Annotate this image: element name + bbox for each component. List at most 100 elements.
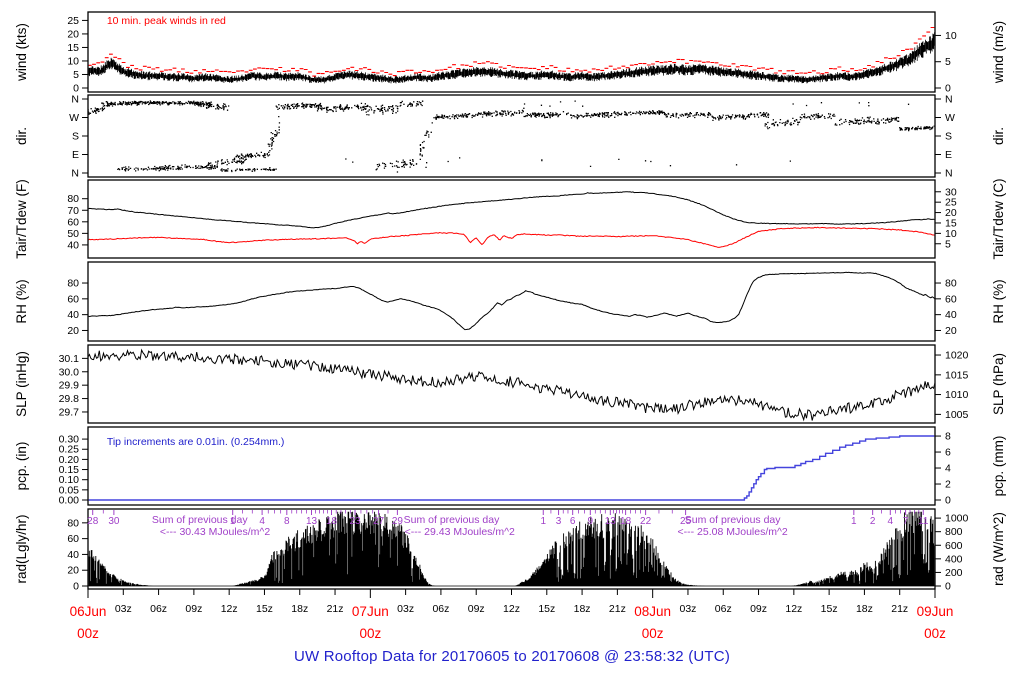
- svg-text:18: 18: [620, 516, 632, 527]
- svg-text:800: 800: [945, 526, 963, 538]
- svg-text:S: S: [72, 131, 79, 143]
- svg-text:4: 4: [888, 516, 894, 527]
- svg-text:wind (m/s): wind (m/s): [991, 21, 1006, 84]
- svg-text:60: 60: [67, 293, 79, 305]
- svg-text:4: 4: [259, 516, 265, 527]
- svg-text:09z: 09z: [185, 603, 202, 615]
- svg-text:40: 40: [945, 309, 957, 321]
- plot-title: UW Rooftop Data for 20170605 to 20170608…: [293, 648, 731, 665]
- svg-text:29: 29: [392, 516, 404, 527]
- svg-text:80: 80: [67, 278, 79, 290]
- svg-text:0.00: 0.00: [59, 495, 80, 507]
- svg-text:12z: 12z: [503, 603, 520, 615]
- svg-text:1: 1: [230, 516, 236, 527]
- svg-text:09z: 09z: [468, 603, 485, 615]
- svg-text:20: 20: [67, 325, 79, 337]
- svg-text:15: 15: [67, 42, 79, 54]
- svg-text:8: 8: [284, 516, 290, 527]
- svg-text:28: 28: [87, 516, 99, 527]
- svg-text:07Jun: 07Jun: [352, 604, 389, 619]
- svg-text:21z: 21z: [609, 603, 626, 615]
- svg-text:SLP (hPa): SLP (hPa): [991, 353, 1006, 415]
- svg-text:3: 3: [556, 516, 562, 527]
- svg-text:29.8: 29.8: [59, 393, 80, 405]
- svg-text:dir.: dir.: [991, 127, 1006, 145]
- svg-text:rad (W/m^2): rad (W/m^2): [991, 512, 1006, 586]
- svg-text:1: 1: [851, 516, 857, 527]
- svg-text:rad(Lgly/hr): rad(Lgly/hr): [14, 514, 29, 583]
- svg-text:wind (kts): wind (kts): [14, 23, 29, 82]
- svg-text:Tair/Tdew (C): Tair/Tdew (C): [991, 178, 1006, 259]
- svg-text:20: 20: [945, 325, 957, 337]
- svg-text:<--- 30.43 MJoules/m^2: <--- 30.43 MJoules/m^2: [160, 526, 270, 538]
- svg-text:W: W: [69, 112, 79, 124]
- dir-series: [88, 100, 935, 173]
- svg-text:00z: 00z: [359, 626, 381, 641]
- svg-text:23: 23: [349, 516, 361, 527]
- svg-text:30: 30: [108, 516, 120, 527]
- svg-text:0: 0: [945, 495, 951, 507]
- svg-text:80: 80: [67, 517, 79, 529]
- svg-text:pcp. (mm): pcp. (mm): [991, 436, 1006, 497]
- svg-text:29.9: 29.9: [59, 380, 80, 392]
- rh-frame: [87, 261, 936, 342]
- svg-text:Tip increments are 0.01in. (0.: Tip increments are 0.01in. (0.254mm.): [107, 436, 285, 448]
- svg-text:0: 0: [945, 581, 951, 593]
- svg-text:22: 22: [640, 516, 652, 527]
- svg-text:5: 5: [945, 56, 951, 68]
- svg-text:13: 13: [306, 516, 318, 527]
- svg-text:09Jun: 09Jun: [917, 604, 954, 619]
- svg-text:400: 400: [945, 553, 963, 565]
- svg-text:00z: 00z: [924, 626, 946, 641]
- svg-text:20: 20: [945, 207, 957, 219]
- svg-text:0.10: 0.10: [59, 474, 80, 486]
- svg-text:6: 6: [570, 516, 576, 527]
- svg-text:S: S: [945, 131, 952, 143]
- svg-text:18: 18: [326, 516, 338, 527]
- svg-text:11: 11: [918, 516, 929, 527]
- svg-text:09z: 09z: [750, 603, 767, 615]
- svg-text:RH (%): RH (%): [991, 279, 1006, 323]
- time-axis: 03z 06z 09z 12z 15z 18z 21z 03z 06z 09z 12z 15z 18z 2…: [70, 589, 954, 641]
- svg-text:25: 25: [67, 15, 79, 27]
- svg-text:E: E: [72, 149, 79, 161]
- svg-text:06z: 06z: [715, 603, 732, 615]
- svg-text:2: 2: [870, 516, 876, 527]
- svg-text:06z: 06z: [150, 603, 167, 615]
- svg-text:5: 5: [945, 238, 951, 250]
- svg-text:Sum of previous day: Sum of previous day: [152, 514, 248, 526]
- svg-text:21z: 21z: [891, 603, 908, 615]
- svg-text:12z: 12z: [785, 603, 802, 615]
- svg-text:1005: 1005: [945, 409, 969, 421]
- svg-text:600: 600: [945, 540, 963, 552]
- svg-text:21z: 21z: [327, 603, 344, 615]
- svg-text:0: 0: [945, 83, 951, 95]
- svg-text:15: 15: [945, 217, 957, 229]
- svg-text:60: 60: [67, 533, 79, 545]
- svg-text:60: 60: [945, 293, 957, 305]
- svg-text:0: 0: [73, 581, 79, 593]
- svg-text:dir.: dir.: [14, 127, 29, 145]
- svg-text:30.1: 30.1: [59, 353, 80, 365]
- svg-text:18z: 18z: [856, 603, 873, 615]
- panel-slp: 29.729.829.9 30.030.1 1005 1010 1015 1020 SLP …: [14, 344, 1006, 424]
- svg-text:N: N: [71, 168, 79, 180]
- svg-text:03z: 03z: [115, 603, 132, 615]
- svg-text:60: 60: [67, 216, 79, 228]
- svg-text:1000: 1000: [945, 513, 969, 525]
- svg-text:20: 20: [67, 565, 79, 577]
- svg-text:0: 0: [73, 83, 79, 95]
- dir-frame: [87, 94, 936, 178]
- svg-text:18z: 18z: [291, 603, 308, 615]
- svg-text:0.05: 0.05: [59, 484, 80, 496]
- svg-text:06Jun: 06Jun: [70, 604, 107, 619]
- svg-text:30: 30: [945, 186, 957, 198]
- svg-text:N: N: [71, 94, 79, 106]
- svg-text:N: N: [945, 94, 953, 106]
- svg-text:N: N: [945, 168, 953, 180]
- svg-text:40: 40: [67, 239, 79, 251]
- svg-text:80: 80: [945, 278, 957, 290]
